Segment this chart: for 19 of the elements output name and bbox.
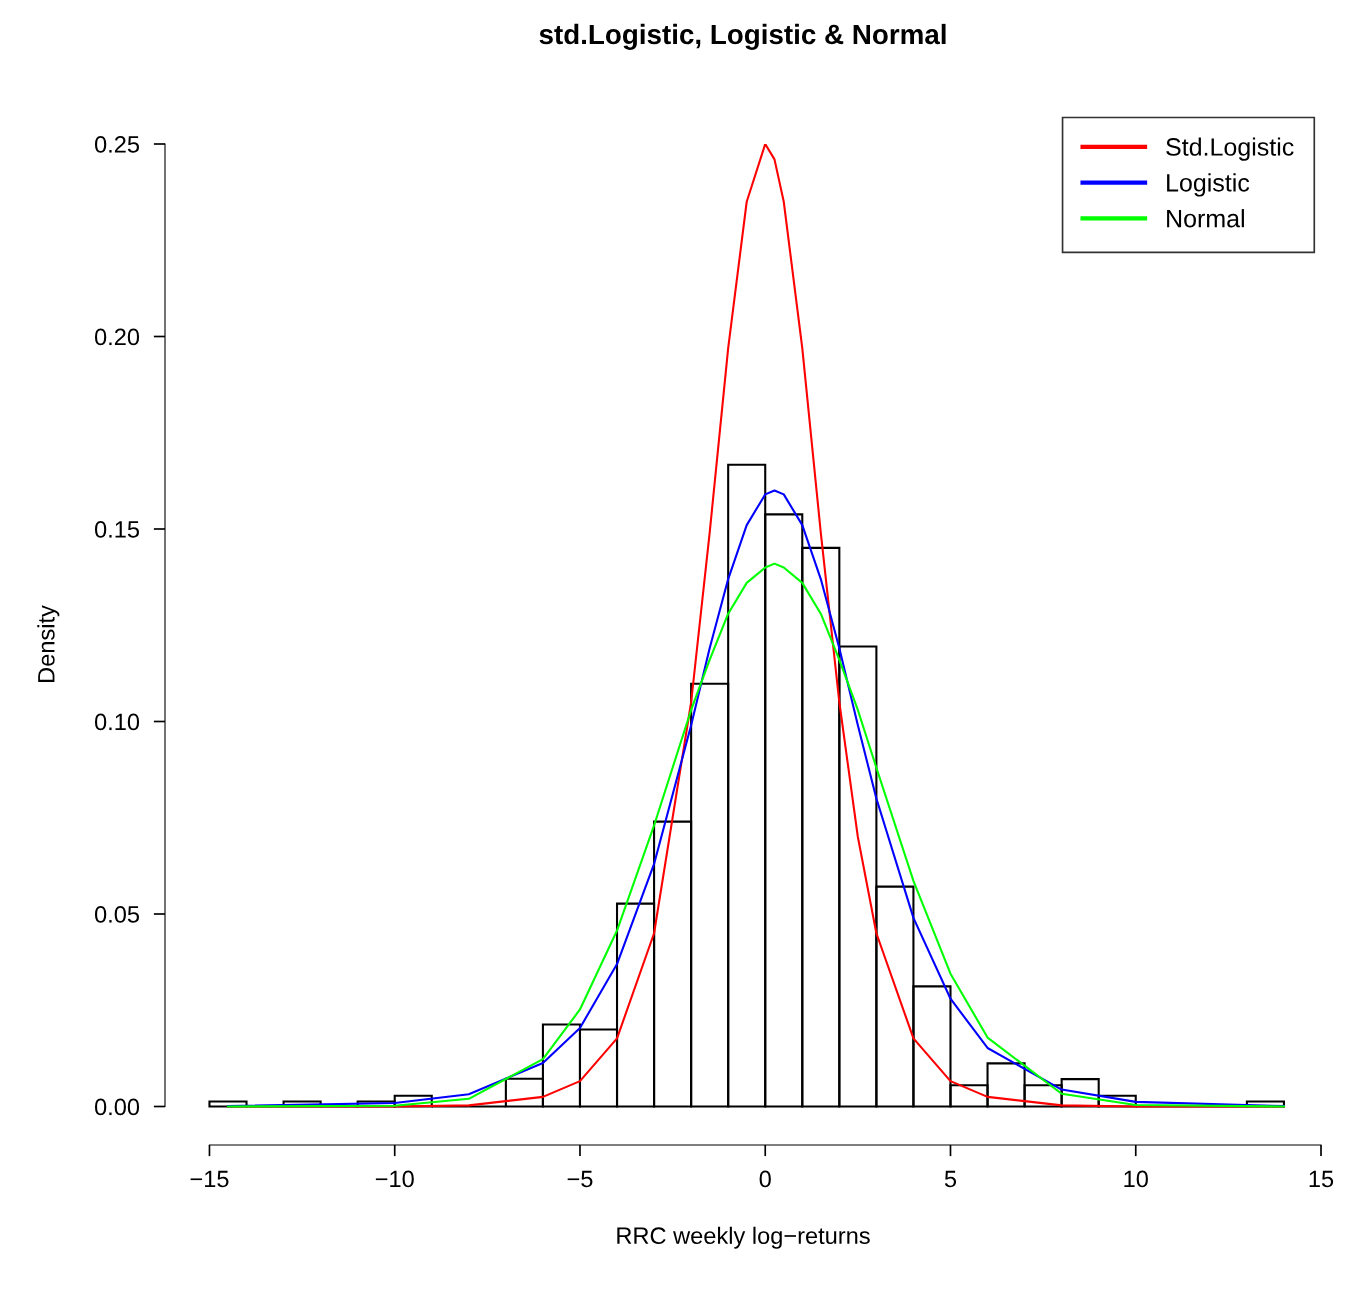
chart-title: std.Logistic, Logistic & Normal (539, 23, 946, 50)
x-axis-title: RRC weekly log−returns (617, 1226, 870, 1249)
y-tick-label: 0.10 (94, 713, 140, 731)
x-tick-label: 10 (1124, 1170, 1148, 1188)
x-tick-label: −10 (375, 1170, 414, 1188)
legend-label: Logistic (1167, 173, 1250, 197)
legend-label: Std.Logistic (1166, 137, 1294, 161)
y-tick-label: 0.15 (94, 521, 140, 538)
y-tick-label: 0.20 (94, 328, 140, 346)
x-tick-label: −15 (190, 1170, 229, 1188)
y-tick-label: 0.25 (94, 136, 140, 153)
x-tick-label: 15 (1309, 1170, 1334, 1188)
x-tick-label: −5 (567, 1170, 593, 1188)
x-tick-label: 0 (759, 1170, 771, 1188)
x-tick-label: 5 (944, 1170, 957, 1188)
legend-label: Normal (1167, 209, 1244, 228)
y-axis-title: Density (37, 605, 60, 682)
y-tick-label: 0.05 (94, 906, 140, 923)
y-tick-label: 0.00 (94, 1098, 140, 1116)
